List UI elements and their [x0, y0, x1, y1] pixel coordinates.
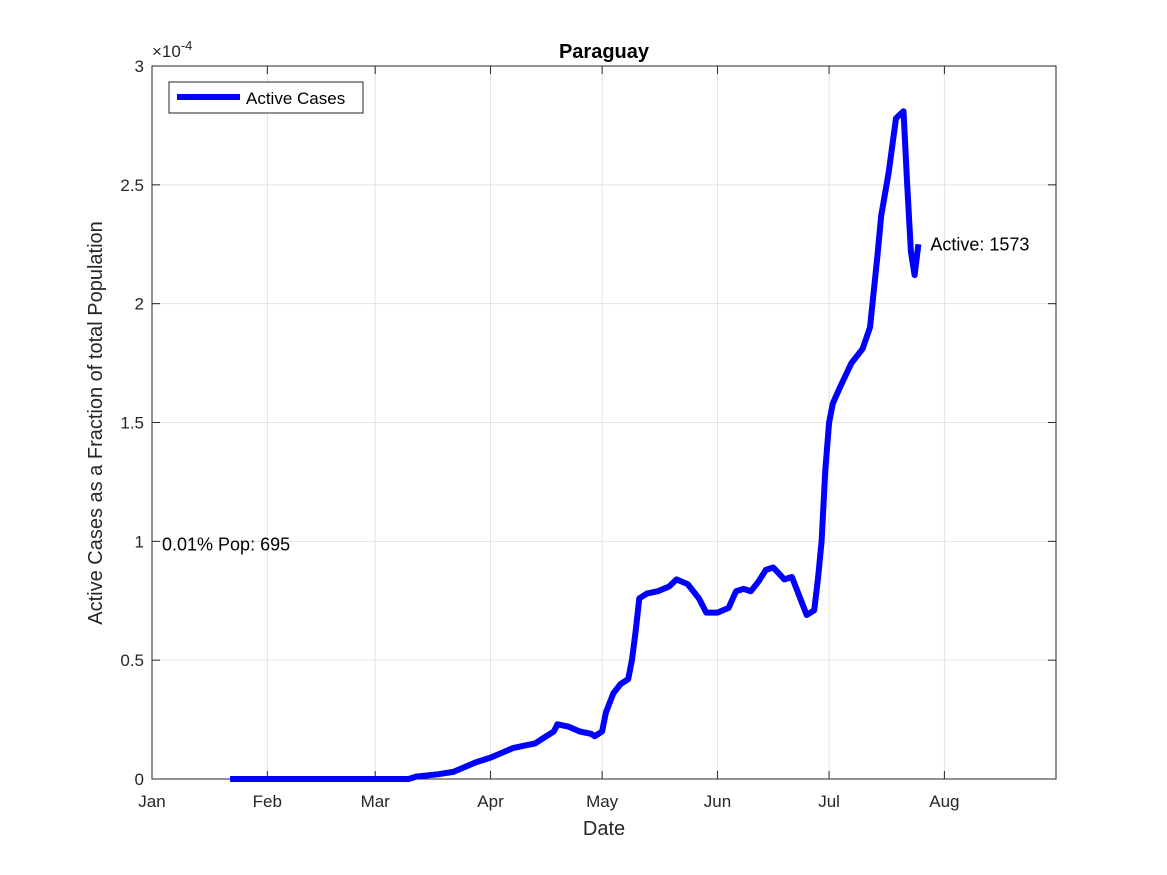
series-line-active-cases: [230, 108, 922, 782]
x-tick-label: Jan: [138, 792, 165, 811]
y-exponent-base: ×10: [152, 42, 181, 61]
y-exponent-label: ×10-4: [152, 38, 192, 61]
x-axis-label: Date: [583, 818, 625, 840]
grid: [152, 66, 1056, 779]
x-tick-label: Mar: [361, 792, 391, 811]
y-tick-label: 0.5: [120, 651, 144, 670]
ticks: Jan Feb Mar Apr May Jun Jul Aug 0 0.5 1 1.5 2 2.5 3: [120, 57, 1056, 811]
y-tick-label: 1.5: [120, 414, 144, 433]
annotation-pop-threshold: 0.01% Pop: 695: [162, 534, 290, 554]
chart-title: Paraguay: [559, 41, 650, 63]
x-tick-label: May: [586, 792, 619, 811]
legend-label-active-cases: Active Cases: [246, 89, 345, 108]
x-tick-label: Apr: [477, 792, 504, 811]
annotations: Active: 1573 0.01% Pop: 695: [162, 234, 1029, 554]
legend: Active Cases: [168, 81, 364, 114]
x-tick-label: Aug: [929, 792, 959, 811]
y-exponent-power: -4: [181, 38, 193, 53]
y-tick-label: 3: [135, 57, 144, 76]
y-axis-label: Active Cases as a Fraction of total Popu…: [85, 221, 107, 625]
x-tick-label: Jun: [704, 792, 731, 811]
series-layer: [230, 108, 922, 782]
y-tick-label: 1: [135, 532, 144, 551]
x-tick-label: Jul: [818, 792, 840, 811]
annotation-active-count: Active: 1573: [930, 234, 1029, 254]
y-tick-label: 2: [135, 295, 144, 314]
y-tick-label: 2.5: [120, 176, 144, 195]
x-tick-label: Feb: [253, 792, 282, 811]
y-tick-label: 0: [135, 770, 144, 789]
